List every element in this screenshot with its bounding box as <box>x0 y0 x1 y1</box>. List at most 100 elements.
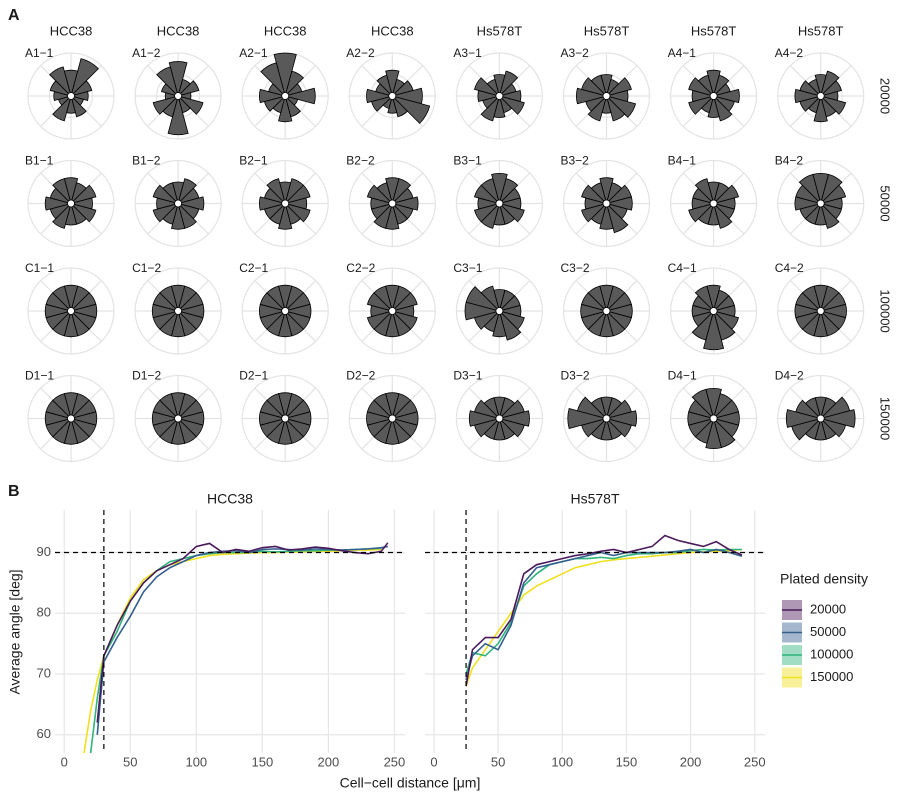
rose-wedge <box>273 52 297 98</box>
y-axis-label: Average angle [deg] <box>7 569 23 694</box>
rose-wedge <box>801 285 822 313</box>
plot-label: C1−1 <box>25 261 54 275</box>
rose-wedge <box>70 58 99 98</box>
rose-center <box>388 414 397 423</box>
legend-label: 150000 <box>810 669 853 684</box>
rose-wedge <box>492 309 507 338</box>
plot-label: D2−2 <box>346 369 375 383</box>
rose-wedge <box>819 70 840 98</box>
rose-wedge <box>587 94 608 122</box>
rose-wedge <box>703 309 725 351</box>
rose-wedge <box>376 182 394 205</box>
x-tick-label: 150 <box>252 754 274 769</box>
rose-wedge <box>498 70 519 98</box>
rose-wedge <box>52 202 72 229</box>
rose-wedge <box>52 94 72 122</box>
rose-wedge <box>52 285 72 313</box>
rose-wedge <box>590 397 608 420</box>
rose-wedge <box>260 62 286 98</box>
rose-wedge <box>819 202 840 229</box>
rose-wedge <box>712 184 740 205</box>
rose-wedge <box>283 87 316 105</box>
rose-wedge <box>266 178 286 205</box>
rose-center <box>495 92 504 100</box>
rose-wedge <box>795 399 823 420</box>
rose-wedge <box>706 69 721 98</box>
row-label: 50000 <box>878 185 893 221</box>
rose-plot: C3−2 <box>561 261 651 355</box>
rose-wedge <box>605 202 629 234</box>
rose-plot: D4−2 <box>775 369 865 463</box>
plot-label: B1−2 <box>132 154 161 168</box>
rose-wedge <box>590 182 608 205</box>
row-label: 150000 <box>878 397 893 440</box>
rose-wedge <box>473 202 501 223</box>
rose-wedge <box>599 201 614 230</box>
rose-wedge <box>605 417 632 438</box>
rose-plot: A2−2 <box>346 46 436 140</box>
rose-wedge <box>70 94 87 118</box>
y-tick-label: 80 <box>37 605 51 620</box>
rose-center <box>67 307 75 315</box>
rose-wedge <box>604 196 633 211</box>
rose-wedge <box>605 94 626 122</box>
rose-center <box>281 414 290 423</box>
rose-center <box>816 199 825 208</box>
column-label: HCC38 <box>157 23 200 38</box>
rose-center <box>495 199 504 208</box>
plot-label: B2−2 <box>346 154 375 168</box>
x-axis-label: Cell−cell distance [μm] <box>340 775 481 791</box>
rose-wedge <box>498 309 522 341</box>
rose-center <box>67 414 75 423</box>
rose-wedge <box>581 202 608 223</box>
rose-wedge <box>49 66 72 98</box>
rose-wedge <box>373 393 394 420</box>
plot-label: B2−1 <box>239 154 268 168</box>
rose-wedge <box>266 285 286 313</box>
column-label: HCC38 <box>50 23 93 38</box>
rose-wedge <box>283 184 311 205</box>
rose-wedge <box>498 202 525 223</box>
rose-plot: C3−1 <box>453 261 543 355</box>
x-tick-label: 100 <box>185 754 207 769</box>
rose-wedge <box>176 196 205 211</box>
rose-plot: A3−2 <box>561 46 651 140</box>
legend-title: Plated density <box>780 571 868 587</box>
rose-wedge <box>390 196 419 211</box>
column-label: HCC38 <box>264 23 307 38</box>
rose-wedge <box>473 399 501 420</box>
rose-center <box>709 92 718 100</box>
column-label: HCC38 <box>371 23 414 38</box>
rose-center <box>816 414 825 423</box>
rose-center <box>388 92 397 100</box>
rose-wedge <box>473 77 501 97</box>
rose-wedge <box>391 178 412 205</box>
rose-wedge <box>688 77 715 97</box>
rose-plot: C2−2 <box>346 261 436 355</box>
rose-plot: A4−2 <box>775 46 865 140</box>
plot-label: D1−1 <box>25 369 54 383</box>
series-line <box>465 548 743 681</box>
rose-center <box>816 307 825 315</box>
plot-label: D3−2 <box>561 369 590 383</box>
plot-label: A3−2 <box>561 46 590 60</box>
rose-wedge <box>69 202 97 223</box>
rose-wedge <box>373 285 394 313</box>
row-label: 100000 <box>878 289 893 332</box>
rose-plot: B4−2 <box>775 154 865 248</box>
series-line <box>89 547 382 753</box>
rose-wedge <box>819 184 847 205</box>
rose-plot: D2−1 <box>239 369 329 463</box>
rose-wedge <box>385 69 400 98</box>
rose-wedge <box>152 202 180 223</box>
plot-label: D1−2 <box>132 369 161 383</box>
rose-plot: B2−1 <box>239 154 329 248</box>
legend-label: 50000 <box>810 624 846 639</box>
plot-label: A2−2 <box>346 46 375 60</box>
rose-wedge <box>468 410 501 427</box>
x-tick-label: 250 <box>384 754 406 769</box>
series-line <box>465 534 743 687</box>
x-tick-label: 50 <box>491 754 505 769</box>
plot-label: D4−2 <box>775 369 804 383</box>
